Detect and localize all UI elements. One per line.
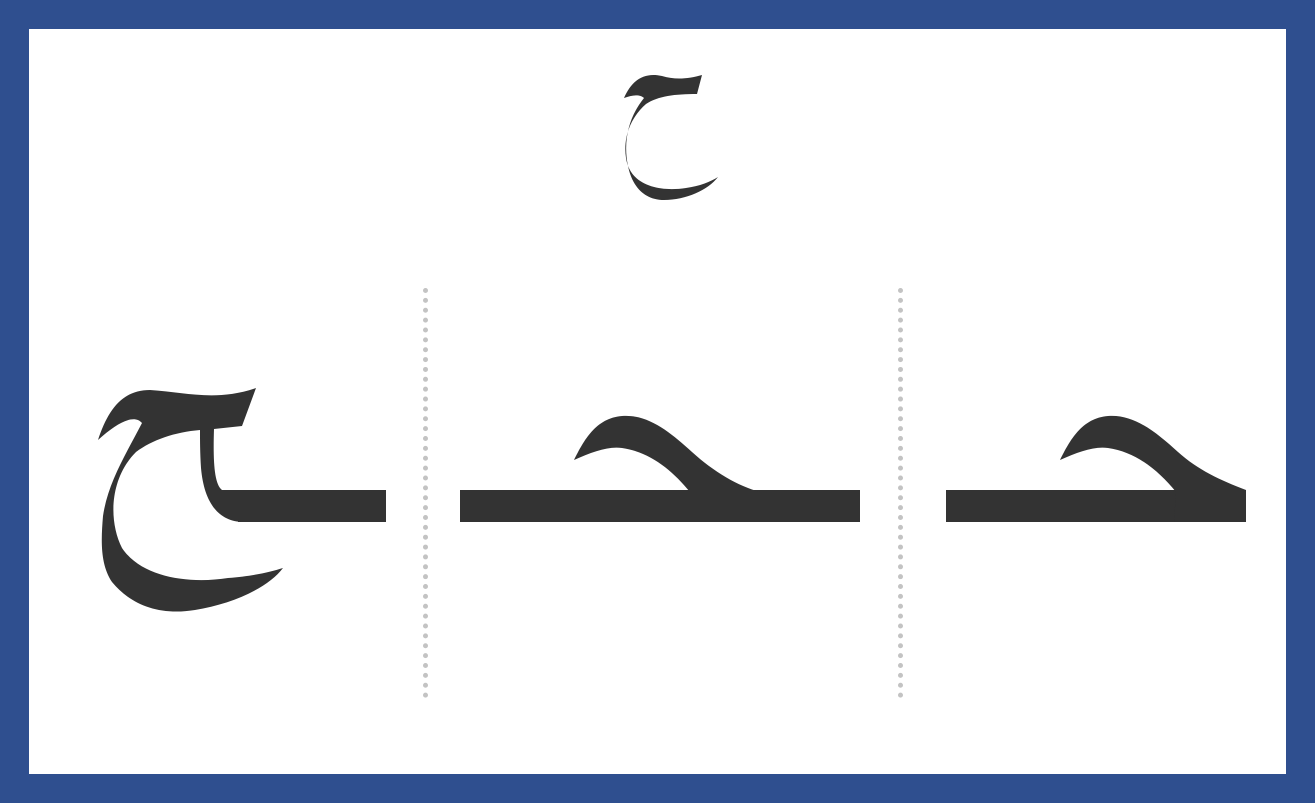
dotted-divider-left xyxy=(423,288,428,698)
medial-form-hah xyxy=(460,415,860,522)
final-form-hah xyxy=(98,388,386,612)
initial-form-hah xyxy=(946,415,1246,522)
isolated-letter-hah xyxy=(624,74,718,200)
dotted-divider-right xyxy=(898,288,903,698)
